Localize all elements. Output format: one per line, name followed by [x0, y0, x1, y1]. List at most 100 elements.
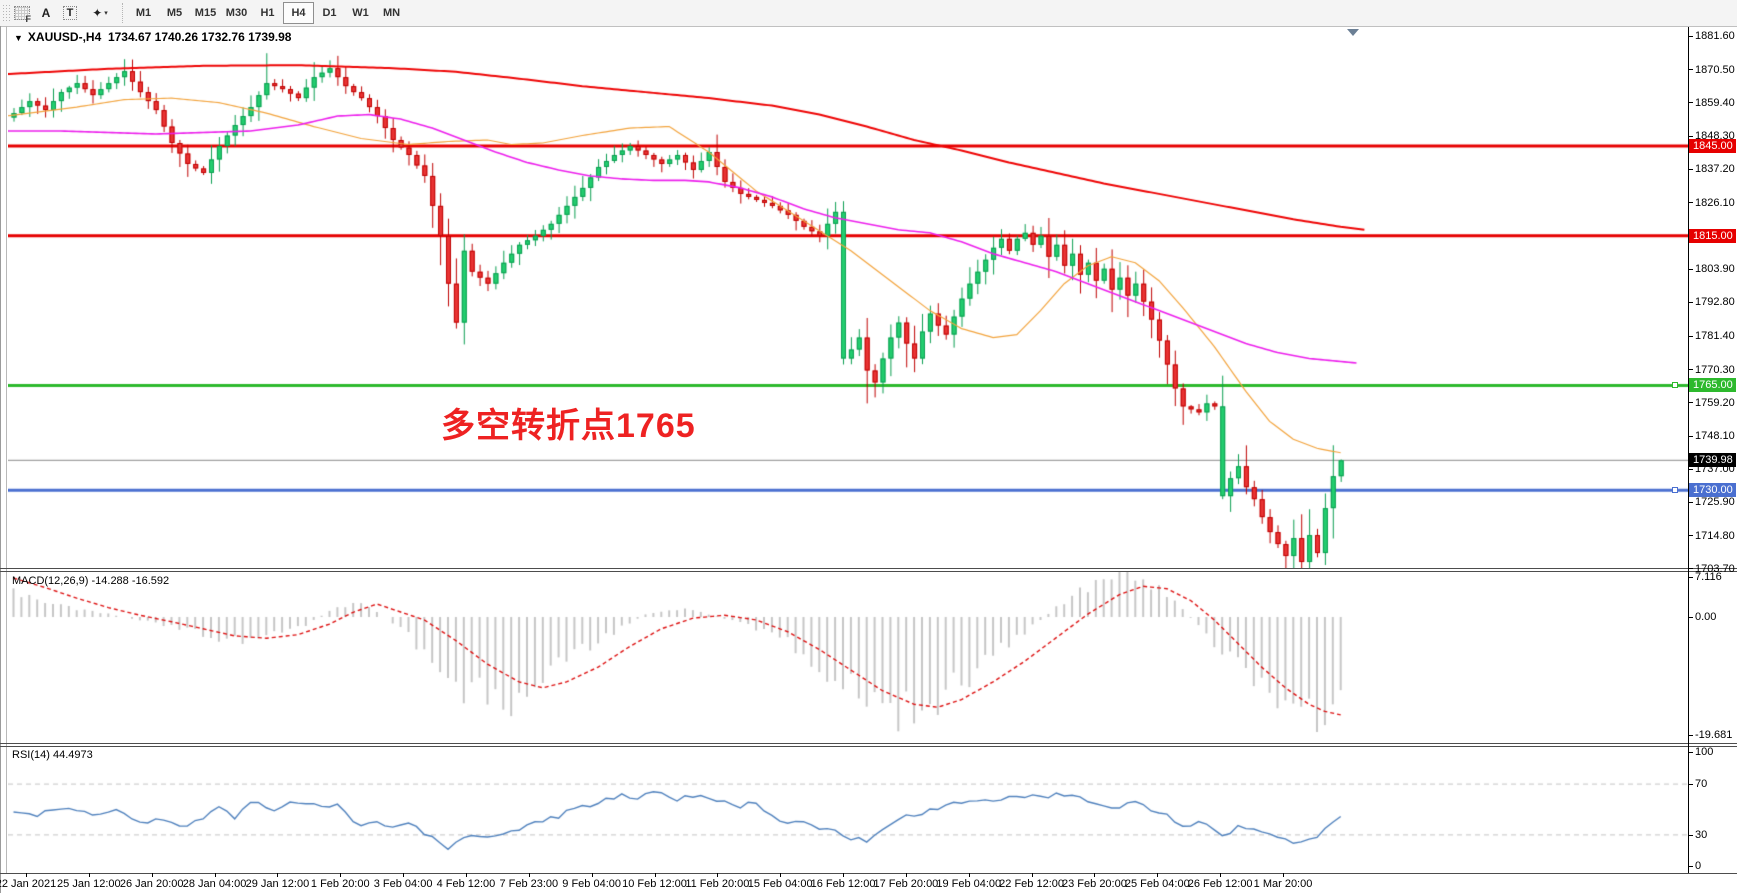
macd-indicator-canvas[interactable]: [8, 571, 1688, 742]
time-axis-tick: [1220, 873, 1222, 877]
text-label-icon[interactable]: T: [59, 3, 81, 23]
time-axis-label: 26 Jan 20:00: [119, 878, 184, 890]
rsi-label: RSI(14) 44.4973: [12, 749, 93, 761]
price-tick-label: 1881.60: [1695, 30, 1735, 43]
price-tick-mark: [1688, 168, 1693, 170]
time-axis-tick: [968, 873, 970, 877]
timeframe-button-m5[interactable]: M5: [166, 7, 183, 19]
price-tick-label: 1714.80: [1695, 529, 1735, 542]
time-axis-label: 10 Feb 12:00: [622, 878, 687, 890]
price-tick-label: 1748.10: [1695, 430, 1735, 443]
time-axis-label: 4 Feb 12:00: [436, 878, 496, 890]
price-level-box[interactable]: 1815.00: [1689, 228, 1736, 243]
macd-values: -14.288 -16.592: [91, 575, 170, 587]
price-tick-mark: [1688, 501, 1693, 503]
time-axis-tick: [528, 873, 530, 877]
macd-tick-mark: [1688, 616, 1693, 618]
time-axis-tick: [26, 873, 27, 877]
time-axis-label: 23 Feb 20:00: [1062, 878, 1127, 890]
rsi-axis-label: 0: [1695, 860, 1702, 872]
price-level-box[interactable]: 1845.00: [1689, 139, 1736, 153]
price-level-box[interactable]: 1765.00: [1689, 378, 1736, 393]
time-axis-label: 16 Feb 12:00: [810, 878, 876, 890]
price-tick-mark: [1688, 102, 1693, 104]
hline-handle[interactable]: [1672, 382, 1678, 389]
time-axis-tick: [1094, 873, 1096, 877]
price-tick-label: 1826.10: [1695, 196, 1735, 209]
price-tick-label: 1870.50: [1695, 63, 1735, 76]
chart-left-border: [6, 26, 7, 874]
price-tick-mark: [1688, 468, 1693, 470]
chart-shift-grid-icon[interactable]: F: [11, 3, 33, 24]
time-axis-label: 9 Feb 04:00: [562, 878, 621, 890]
rsi-indicator-canvas[interactable]: [8, 746, 1688, 873]
price-tick-label: 1837.20: [1695, 163, 1735, 176]
price-tick-mark: [1688, 268, 1693, 270]
time-axis-label: 19 Feb 04:00: [936, 878, 1002, 890]
time-axis-tick: [717, 873, 719, 877]
price-tick-label: 1725.90: [1695, 496, 1735, 509]
hline-handle[interactable]: [1672, 487, 1678, 494]
price-tick-mark: [1688, 135, 1693, 137]
time-axis-line: [0, 873, 1737, 874]
time-axis-tick: [403, 873, 405, 877]
time-axis-label: 25 Jan 12:00: [57, 878, 121, 890]
time-axis-label: 7 Feb 23:00: [499, 878, 559, 890]
price-tick-label: 1781.40: [1695, 330, 1735, 343]
price-level-box[interactable]: 1730.00: [1689, 483, 1736, 498]
price-tick-label: 1703.70: [1695, 562, 1735, 575]
rsi-value: 44.4973: [52, 749, 93, 761]
macd-axis-label: -19.681: [1695, 729, 1733, 741]
rsi-tick-mark: [1688, 834, 1693, 836]
grid-icon: F: [14, 6, 31, 24]
price-tick-mark: [1688, 301, 1693, 303]
time-axis-tick: [1157, 873, 1159, 877]
time-axis-label: 25 Feb 04:00: [1124, 878, 1190, 890]
time-axis-label: 26 Feb 12:00: [1187, 878, 1253, 890]
pane-separator[interactable]: [0, 746, 1737, 747]
timeframe-button-h1[interactable]: H1: [260, 7, 275, 19]
font-icon[interactable]: A: [41, 6, 51, 20]
time-axis-label: 1 Mar 20:00: [1253, 878, 1313, 890]
symbol-label: XAUUSD-,H4: [27, 30, 102, 44]
pane-separator[interactable]: [0, 568, 1737, 569]
time-axis-tick: [780, 873, 782, 877]
cursor-mode-icon[interactable]: ✦ ▾: [92, 6, 108, 20]
time-axis-tick: [88, 873, 90, 877]
time-axis-label: 28 Jan 04:00: [182, 878, 247, 890]
time-axis-tick: [1031, 873, 1033, 877]
chart-annotation-text[interactable]: 多空转折点1765: [441, 407, 696, 445]
time-axis-tick: [465, 873, 467, 877]
price-tick-mark: [1688, 35, 1693, 37]
rsi-axis-label: 70: [1695, 778, 1708, 790]
symbol-ohlc-line[interactable]: ▼ XAUUSD-,H4 1734.67 1740.26 1732.76 1739…: [14, 30, 291, 44]
pane-separator[interactable]: [0, 743, 1737, 744]
price-chart-canvas[interactable]: [8, 27, 1688, 568]
time-axis-tick: [843, 873, 845, 877]
timeframe-button-m1[interactable]: M1: [135, 7, 152, 19]
macd-label: MACD(12,26,9) -14.288 -16.592: [12, 575, 170, 587]
timeframe-button-w1[interactable]: W1: [352, 7, 369, 19]
chevron-down-icon: ▼: [14, 33, 23, 43]
timeframe-button-d1[interactable]: D1: [322, 7, 337, 19]
toolbar: F A T ✦ ▾ M1 M5 M15 M30 H1 H4 D1 W1 MN: [0, 0, 1737, 27]
time-axis-tick: [277, 873, 279, 877]
pane-separator[interactable]: [0, 571, 1737, 572]
macd-tick-mark: [1688, 734, 1693, 736]
timeframe-button-m15[interactable]: M15: [194, 7, 217, 19]
price-tick-label: 1803.90: [1695, 263, 1735, 275]
toolbar-drag-handle[interactable]: [2, 4, 10, 22]
price-level-box[interactable]: 1739.98: [1689, 453, 1736, 468]
price-tick-mark: [1688, 335, 1693, 337]
timeframe-button-h4[interactable]: H4: [283, 2, 314, 24]
time-axis-tick: [340, 873, 342, 877]
macd-axis-label: 7.116: [1695, 571, 1722, 583]
price-tick-label: 1770.30: [1695, 363, 1735, 376]
ohlc-values: 1734.67 1740.26 1732.76 1739.98: [107, 30, 292, 44]
time-axis-label: 17 Feb 20:00: [873, 878, 939, 890]
timeframe-button-mn[interactable]: MN: [382, 7, 401, 19]
chart-shift-marker-icon[interactable]: [1347, 29, 1359, 36]
timeframe-button-m30[interactable]: M30: [225, 7, 248, 19]
rsi-tick-mark: [1688, 751, 1693, 753]
